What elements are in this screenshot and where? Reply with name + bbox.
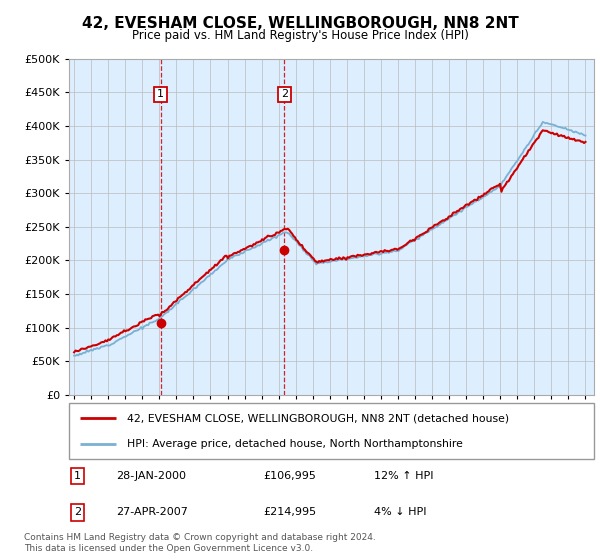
Text: 1: 1	[74, 471, 81, 481]
Text: 2: 2	[281, 90, 288, 100]
Text: Contains HM Land Registry data © Crown copyright and database right 2024.
This d: Contains HM Land Registry data © Crown c…	[24, 533, 376, 553]
Text: Price paid vs. HM Land Registry's House Price Index (HPI): Price paid vs. HM Land Registry's House …	[131, 29, 469, 42]
Text: 12% ↑ HPI: 12% ↑ HPI	[373, 471, 433, 481]
Text: 42, EVESHAM CLOSE, WELLINGBOROUGH, NN8 2NT: 42, EVESHAM CLOSE, WELLINGBOROUGH, NN8 2…	[82, 16, 518, 31]
Text: 27-APR-2007: 27-APR-2007	[116, 507, 188, 517]
Text: 2: 2	[74, 507, 82, 517]
Text: 28-JAN-2000: 28-JAN-2000	[116, 471, 186, 481]
Text: 1: 1	[157, 90, 164, 100]
Text: 4% ↓ HPI: 4% ↓ HPI	[373, 507, 426, 517]
Text: HPI: Average price, detached house, North Northamptonshire: HPI: Average price, detached house, Nort…	[127, 439, 463, 449]
Text: £214,995: £214,995	[263, 507, 316, 517]
FancyBboxPatch shape	[69, 403, 594, 459]
Text: 42, EVESHAM CLOSE, WELLINGBOROUGH, NN8 2NT (detached house): 42, EVESHAM CLOSE, WELLINGBOROUGH, NN8 2…	[127, 413, 509, 423]
Text: £106,995: £106,995	[263, 471, 316, 481]
